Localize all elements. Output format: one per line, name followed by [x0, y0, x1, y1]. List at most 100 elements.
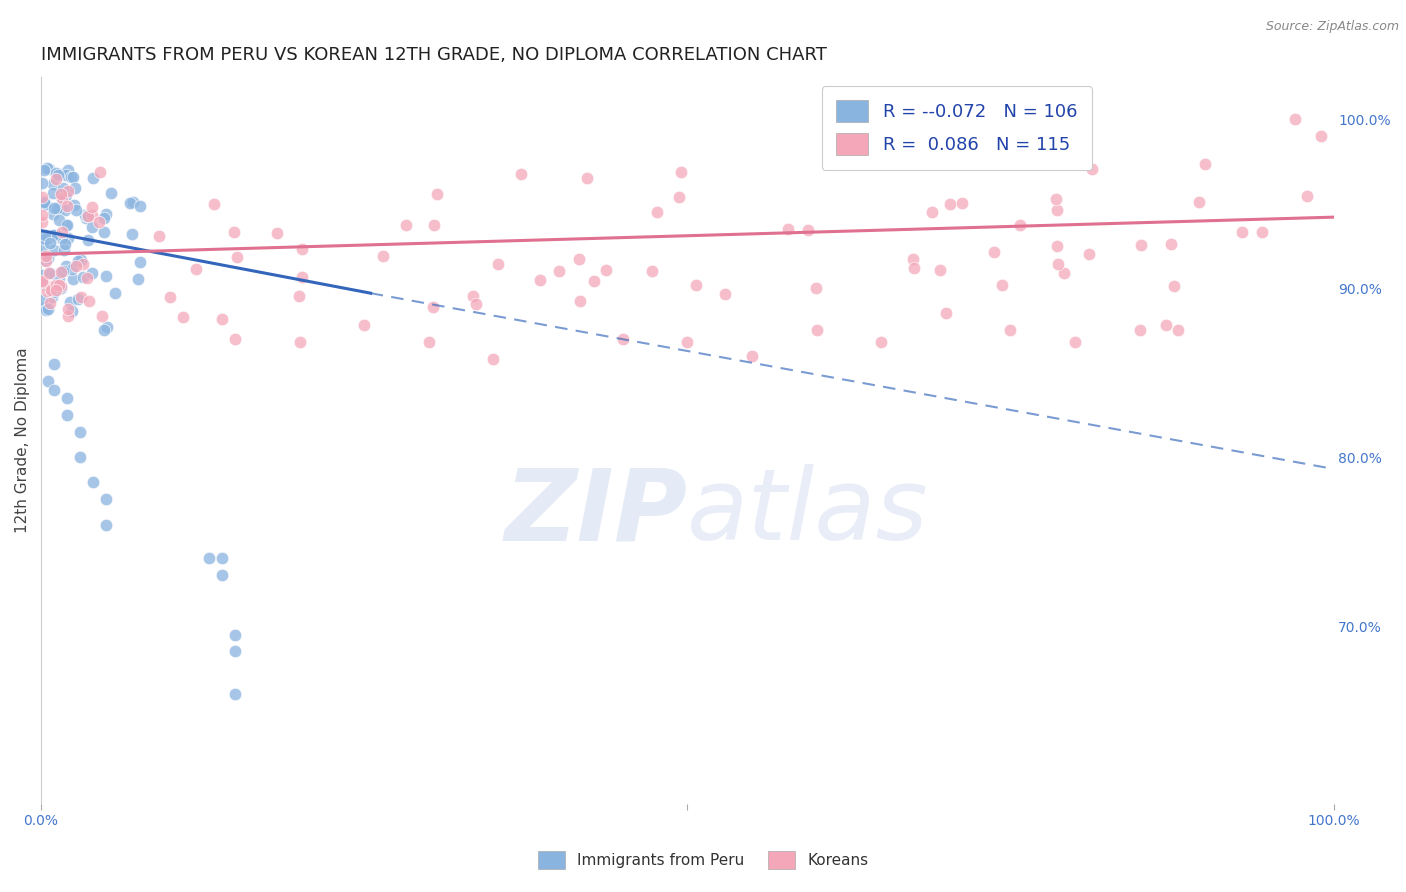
Point — [82, 208, 104, 222]
Point — [776, 222, 799, 236]
Legend: Immigrants from Peru, Koreans: Immigrants from Peru, Koreans — [531, 845, 875, 875]
Point — [34, 300, 56, 314]
Point — [903, 252, 925, 267]
Point — [120, 196, 142, 211]
Point — [44, 268, 66, 282]
Text: IMMIGRANTS FROM PERU VS KOREAN 12TH GRADE, NO DIPLOMA CORRELATION CHART: IMMIGRANTS FROM PERU VS KOREAN 12TH GRAD… — [41, 46, 827, 64]
Point — [921, 204, 943, 219]
Point — [51, 230, 73, 244]
Point — [288, 289, 311, 303]
Point — [42, 279, 65, 293]
Point — [127, 272, 149, 286]
Point — [510, 167, 533, 181]
Point — [464, 297, 486, 311]
Point — [39, 266, 62, 280]
Point — [1230, 225, 1253, 239]
Point — [1250, 225, 1272, 239]
Point — [31, 268, 53, 282]
Point — [35, 284, 58, 298]
Point — [211, 551, 233, 566]
Point — [423, 218, 446, 232]
Point — [32, 197, 55, 211]
Point — [394, 218, 416, 232]
Point — [94, 269, 117, 284]
Point — [1284, 112, 1306, 127]
Point — [983, 244, 1005, 259]
Point — [66, 254, 89, 268]
Point — [56, 219, 79, 233]
Point — [38, 161, 60, 176]
Point — [34, 197, 56, 211]
Point — [48, 272, 70, 286]
Point — [669, 164, 692, 178]
Point — [31, 215, 53, 229]
Point — [48, 278, 70, 293]
Point — [32, 275, 55, 289]
Point — [35, 161, 58, 175]
Point — [63, 181, 86, 195]
Point — [595, 263, 617, 277]
Text: ZIP: ZIP — [505, 465, 688, 561]
Point — [73, 208, 96, 222]
Point — [82, 475, 104, 490]
Point — [31, 293, 53, 308]
Point — [1077, 246, 1099, 260]
Point — [42, 383, 65, 397]
Point — [32, 239, 55, 253]
Point — [72, 257, 94, 271]
Point — [49, 265, 72, 279]
Point — [1296, 189, 1319, 203]
Point — [1188, 194, 1211, 209]
Point — [797, 222, 820, 236]
Point — [37, 251, 59, 265]
Point — [42, 228, 65, 243]
Point — [62, 169, 84, 184]
Point — [31, 176, 53, 190]
Point — [291, 270, 314, 285]
Point — [76, 209, 98, 223]
Point — [93, 211, 115, 226]
Point — [100, 186, 122, 201]
Point — [31, 277, 53, 291]
Point — [56, 199, 79, 213]
Point — [37, 231, 59, 245]
Point — [46, 168, 69, 182]
Point — [82, 171, 104, 186]
Point — [62, 272, 84, 286]
Point — [41, 186, 63, 200]
Point — [1045, 203, 1067, 218]
Point — [482, 352, 505, 367]
Point — [42, 201, 65, 215]
Point — [96, 320, 118, 334]
Point — [66, 292, 89, 306]
Point — [224, 687, 246, 701]
Point — [51, 167, 73, 181]
Point — [45, 284, 67, 298]
Point — [45, 227, 67, 242]
Point — [1008, 219, 1031, 233]
Point — [950, 196, 973, 211]
Point — [60, 169, 83, 184]
Point — [1167, 323, 1189, 337]
Point — [806, 323, 828, 337]
Point — [1163, 278, 1185, 293]
Point — [353, 318, 375, 333]
Text: atlas: atlas — [688, 465, 929, 561]
Point — [1129, 323, 1152, 337]
Point — [48, 202, 70, 216]
Point — [129, 255, 152, 269]
Point — [1045, 192, 1067, 206]
Point — [426, 186, 449, 201]
Point — [49, 279, 72, 293]
Point — [224, 225, 246, 239]
Point — [65, 202, 87, 217]
Point — [291, 242, 314, 256]
Point — [172, 310, 194, 325]
Point — [35, 249, 58, 263]
Point — [69, 425, 91, 439]
Point — [94, 207, 117, 221]
Point — [55, 168, 77, 182]
Point — [35, 253, 58, 268]
Point — [55, 187, 77, 202]
Point — [53, 202, 76, 217]
